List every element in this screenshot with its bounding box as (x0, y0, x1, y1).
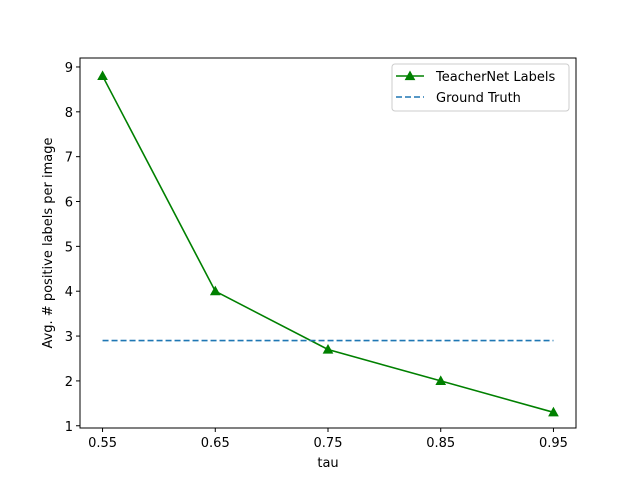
data-point (97, 70, 108, 81)
legend-label: TeacherNet Labels (435, 70, 555, 85)
y-tick-label: 2 (65, 375, 73, 390)
series-layer (97, 70, 559, 417)
legend-box (391, 63, 570, 112)
y-axis: 1 2 3 4 5 6 7 8 9 (65, 61, 80, 435)
data-point (322, 343, 334, 354)
x-tick-label: 0.85 (426, 436, 455, 451)
y-tick-label: 3 (65, 330, 73, 345)
x-tick-label: 0.55 (88, 436, 117, 451)
x-axis: 0.55 0.65 0.75 0.85 0.95 (88, 428, 568, 451)
data-point (548, 406, 559, 417)
y-tick-label: 6 (65, 196, 73, 211)
data-point (209, 285, 221, 296)
x-tick-label: 0.75 (314, 436, 343, 451)
x-axis-label: tau (317, 456, 338, 471)
plot-area (79, 57, 577, 429)
y-axis-label: Avg. # positive labels per image (41, 137, 56, 348)
y-tick-label: 7 (65, 151, 73, 166)
data-point (435, 375, 447, 386)
y-tick-label: 9 (65, 61, 73, 76)
legend-label: Ground Truth (436, 91, 521, 106)
y-tick-label: 4 (65, 285, 73, 300)
x-tick-label: 0.95 (539, 436, 568, 451)
x-tick-label: 0.65 (201, 436, 230, 451)
y-tick-label: 8 (65, 106, 73, 121)
legend: TeacherNet Labels Ground Truth (391, 63, 570, 112)
legend-marker (404, 70, 416, 81)
y-tick-label: 5 (65, 240, 73, 255)
y-tick-label: 1 (65, 420, 73, 435)
